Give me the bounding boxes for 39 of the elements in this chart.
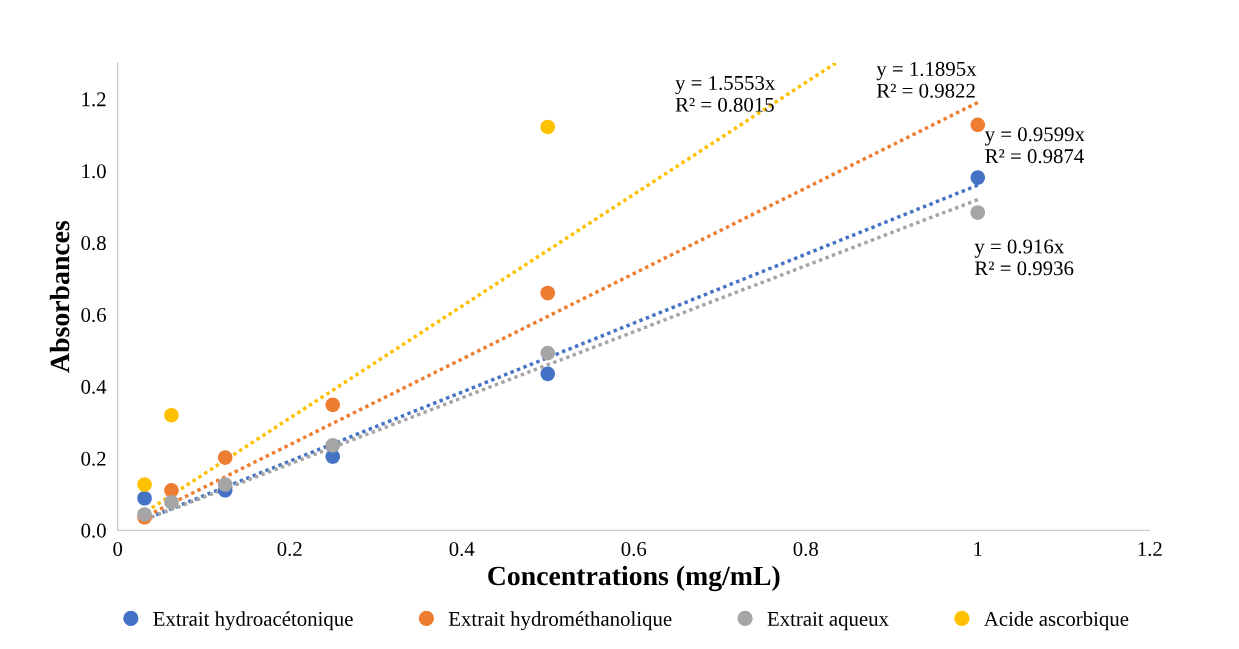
point — [137, 490, 152, 506]
point — [540, 345, 556, 361]
point — [970, 170, 986, 185]
y-axis-title: Absorbances — [49, 220, 70, 373]
x-tick-label: 0.8 — [793, 541, 818, 557]
point — [540, 119, 556, 135]
annotation: y = 0.916x R² = 0.9936 — [974, 239, 1074, 276]
annotation: y = 1.5553x R² = 0.8015 — [675, 75, 776, 112]
x-axis-title: Concentrations (mg/mL) — [488, 565, 780, 592]
point — [325, 397, 341, 413]
x-tick-label: 0.4 — [449, 541, 475, 557]
y-tick-label: 0.6 — [81, 307, 106, 323]
legend-label: Acide ascorbique — [983, 611, 1129, 631]
x-tick-label: 0.6 — [621, 541, 647, 557]
point — [540, 366, 556, 382]
point — [164, 494, 179, 510]
point — [970, 205, 986, 220]
y-tick-label: 1.2 — [82, 92, 106, 107]
x-tick-label: 1 — [974, 542, 982, 556]
y-tick-label: 0.8 — [81, 236, 106, 251]
point — [217, 477, 233, 492]
legend-label: Extrait hydroacétonique — [153, 611, 353, 631]
y-tick-label: 0.4 — [81, 379, 107, 394]
x-tick-label: 0 — [113, 541, 123, 557]
y-tick-label: 0.2 — [81, 451, 106, 466]
point — [325, 438, 341, 453]
y-tick-label: 1.0 — [82, 164, 106, 179]
point — [164, 407, 179, 423]
point — [137, 477, 152, 492]
x-tick-label: 1.2 — [1138, 542, 1162, 557]
point — [970, 117, 986, 133]
annotation: y = 1.1895x R² = 0.9822 — [876, 61, 977, 98]
annotation: y = 0.9599x R² = 0.9874 — [984, 127, 1085, 164]
y-tick-label: 0.0 — [81, 523, 106, 538]
point — [217, 450, 233, 465]
x-tick-label: 0.2 — [277, 541, 302, 557]
legend-label: Extrait hydrométhanolique — [448, 611, 672, 631]
point — [540, 285, 556, 301]
legend-label: Extrait aqueux — [767, 611, 889, 631]
